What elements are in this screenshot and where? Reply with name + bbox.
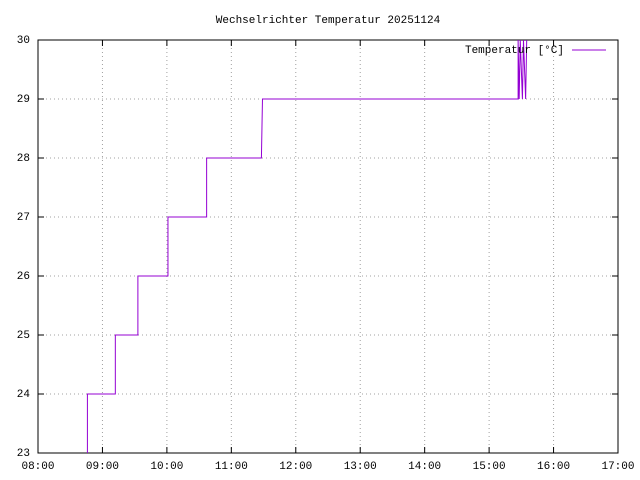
x-tick-label: 10:00 (150, 461, 183, 473)
plot-border (37, 39, 619, 454)
y-tick-label: 23 (17, 448, 30, 460)
x-tick-label: 17:00 (601, 461, 634, 473)
x-tick-label: 11:00 (215, 461, 248, 473)
chart-title: Wechselrichter Temperatur 20251124 (216, 15, 441, 27)
data-line (86, 39, 528, 453)
x-tick-label: 08:00 (21, 461, 54, 473)
y-tick-label: 26 (17, 271, 30, 283)
y-tick-label: 28 (17, 153, 30, 165)
x-tick-label: 15:00 (473, 461, 506, 473)
x-tick-label: 14:00 (408, 461, 441, 473)
x-tick-label: 12:00 (279, 461, 312, 473)
y-tick-label: 24 (17, 389, 31, 401)
y-tick-label: 30 (17, 35, 30, 47)
y-tick-label: 25 (17, 330, 30, 342)
x-tick-label: 16:00 (537, 461, 570, 473)
x-tick-label: 09:00 (86, 461, 119, 473)
legend-label: Temperatur [°C] (465, 45, 564, 57)
y-tick-label: 29 (17, 94, 30, 106)
x-tick-label: 13:00 (344, 461, 377, 473)
y-tick-label: 27 (17, 212, 30, 224)
